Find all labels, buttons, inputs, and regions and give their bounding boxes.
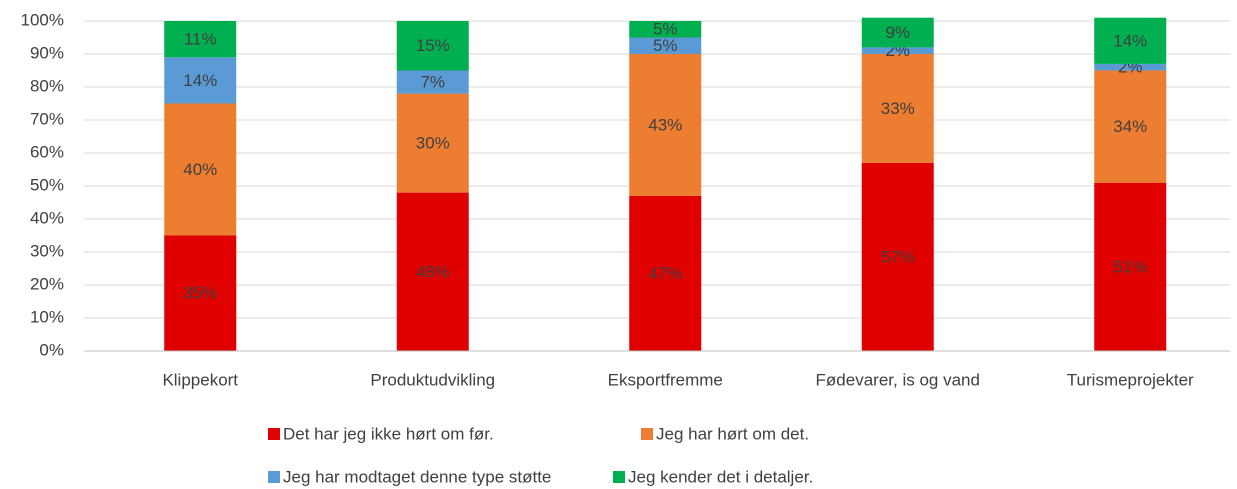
data-label: 14% — [183, 71, 217, 90]
bar-segment — [629, 54, 702, 196]
legend-swatch — [613, 471, 625, 483]
bar-segment — [861, 54, 934, 163]
data-label: 5% — [653, 20, 678, 39]
bar-segment — [629, 37, 702, 54]
bar-segment — [861, 162, 934, 351]
y-tick-label: 60% — [30, 142, 64, 161]
bar-segment — [396, 93, 469, 193]
data-label: 5% — [653, 36, 678, 55]
bar-segment — [1094, 63, 1167, 71]
data-label: 35% — [183, 284, 217, 303]
bar-segment — [164, 57, 237, 104]
data-label: 57% — [881, 247, 915, 266]
bar-segment — [861, 17, 934, 48]
legend-label: Jeg har modtaget denne type støtte — [283, 467, 551, 486]
y-tick-label: 10% — [30, 307, 64, 326]
y-tick-label: 90% — [30, 43, 64, 62]
data-label: 34% — [1113, 117, 1147, 136]
x-tick-label: Fødevarer, is og vand — [816, 370, 980, 389]
y-tick-label: 40% — [30, 208, 64, 227]
y-tick-label: 30% — [30, 241, 64, 260]
y-tick-label: 100% — [21, 10, 64, 29]
bar-segment — [861, 47, 934, 54]
legend-swatch — [641, 428, 653, 440]
data-label: 14% — [1113, 31, 1147, 50]
data-label: 15% — [416, 36, 450, 55]
data-label: 11% — [184, 30, 217, 49]
y-tick-label: 70% — [30, 109, 64, 128]
bar-segment — [396, 70, 469, 94]
bar-segment — [164, 21, 237, 58]
bar-segment — [164, 103, 237, 236]
data-label: 40% — [183, 160, 217, 179]
legend-label: Jeg har hørt om det. — [656, 424, 809, 443]
bar-segment — [1094, 182, 1167, 351]
bar-segment — [1094, 70, 1167, 183]
data-label: 43% — [648, 115, 682, 134]
bar-segment — [1094, 17, 1167, 64]
y-tick-label: 80% — [30, 76, 64, 95]
y-tick-label: 20% — [30, 274, 64, 293]
bar-segment — [396, 21, 469, 71]
data-label: 7% — [420, 73, 445, 92]
data-label: 47% — [648, 264, 682, 283]
data-label: 30% — [416, 134, 450, 153]
bar-segment — [629, 21, 702, 38]
legend-label: Jeg kender det i detaljer. — [628, 467, 813, 486]
bar-segment — [396, 192, 469, 351]
x-tick-label: Produktudvikling — [370, 370, 495, 389]
data-label: 48% — [416, 262, 450, 281]
x-tick-label: Turismeprojekter — [1067, 370, 1194, 389]
y-tick-label: 0% — [39, 340, 64, 359]
x-tick-label: Klippekort — [162, 370, 238, 389]
legend-swatch — [268, 471, 280, 483]
x-tick-label: Eksportfremme — [608, 370, 723, 389]
legend-label: Det har jeg ikke hørt om før. — [283, 424, 494, 443]
data-label: 51% — [1113, 257, 1147, 276]
legend-swatch — [268, 428, 280, 440]
bar-segment — [164, 235, 237, 351]
bar-segment — [629, 195, 702, 351]
data-label: 9% — [885, 23, 910, 42]
y-tick-label: 50% — [30, 175, 64, 194]
data-label: 33% — [881, 99, 915, 118]
